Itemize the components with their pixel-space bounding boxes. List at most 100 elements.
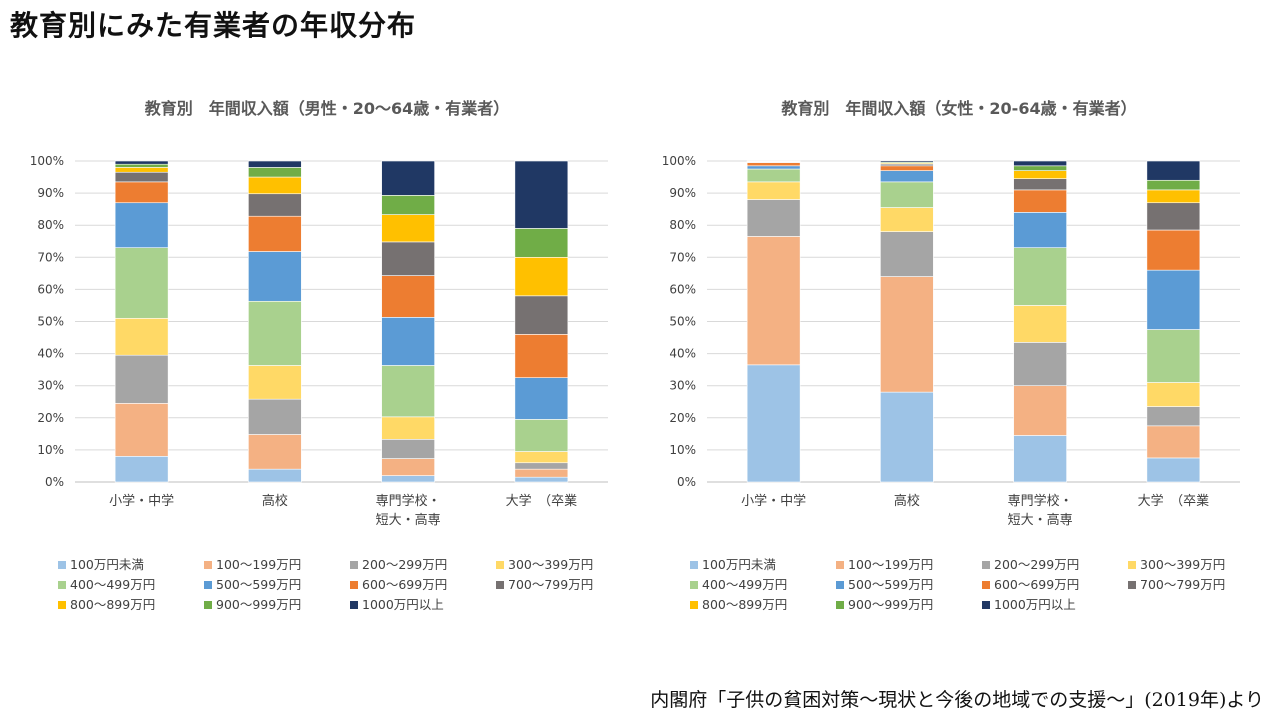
bar-segment xyxy=(1013,247,1067,306)
bar-segment xyxy=(514,451,569,464)
x-tick-label: 大学 （卒業 xyxy=(506,493,578,509)
bar-segment xyxy=(248,160,302,168)
bar-segment xyxy=(248,176,302,195)
x-tick-label: 小学・中学 xyxy=(741,493,806,509)
legend-label: 600～699万円 xyxy=(994,577,1079,592)
legend-label: 100～199万円 xyxy=(848,557,933,572)
y-tick-label: 0% xyxy=(677,475,696,489)
bar-segment xyxy=(1146,160,1201,181)
y-tick-label: 50% xyxy=(37,315,64,329)
source-note: 内閣府「子供の貧困対策～現状と今後の地域での支援～」(2019年)より xyxy=(650,689,1264,711)
bar-segment xyxy=(114,202,169,248)
legend-swatch xyxy=(204,601,212,609)
bar-segment xyxy=(248,434,302,470)
legend-label: 700～799万円 xyxy=(1140,577,1225,592)
y-tick-label: 50% xyxy=(669,315,696,329)
y-tick-label: 100% xyxy=(30,154,64,168)
bar-segment xyxy=(381,458,435,476)
bar-segment xyxy=(114,354,169,404)
bar-segment xyxy=(248,398,302,435)
bar-segment xyxy=(381,475,435,483)
bar-segment xyxy=(1146,179,1201,191)
legend-swatch xyxy=(982,601,990,609)
bar-segment xyxy=(1013,160,1067,167)
bar-segment xyxy=(1013,165,1067,171)
bar-segment xyxy=(514,256,569,297)
bar-segment xyxy=(381,317,435,366)
legend-label: 100万円未満 xyxy=(70,557,144,572)
page-title: 教育別にみた有業者の年収分布 xyxy=(10,9,417,42)
x-tick-label: 専門学校・短大・高専 xyxy=(1008,493,1073,528)
bar-segment xyxy=(381,439,435,459)
y-tick-label: 60% xyxy=(669,282,696,296)
bar-segment xyxy=(514,160,569,229)
legend-swatch xyxy=(690,561,698,569)
y-tick-label: 70% xyxy=(669,250,696,264)
bar-segment xyxy=(746,165,801,170)
bar-segment xyxy=(514,476,569,483)
y-tick-label: 100% xyxy=(662,154,696,168)
bar-segment xyxy=(514,334,569,378)
bar-segment xyxy=(880,181,934,208)
female-income-chart: 教育別 年間収入額（女性・20-64歳・有業者） 0% 10% 20% 30% 40% 50… xyxy=(662,99,1240,612)
bar-segment xyxy=(746,199,801,237)
bar-segment xyxy=(880,391,934,483)
bar-segment xyxy=(1146,329,1201,383)
bar-segment xyxy=(514,419,569,452)
bar-segment xyxy=(248,193,302,217)
y-tick-label: 40% xyxy=(669,347,696,361)
legend-swatch xyxy=(204,561,212,569)
legend-swatch xyxy=(496,561,504,569)
x-tick-label: 高校 xyxy=(262,493,288,509)
y-tick-label: 30% xyxy=(37,379,64,393)
bar-segment xyxy=(880,207,934,232)
bar-segment xyxy=(746,236,801,366)
bar-segment xyxy=(746,168,801,183)
bar-segment xyxy=(248,215,302,252)
legend-label: 200～299万円 xyxy=(362,557,447,572)
bar-segment xyxy=(1013,342,1067,386)
legend-label: 200～299万円 xyxy=(994,557,1079,572)
legend-label: 800～899万円 xyxy=(70,597,155,612)
y-tick-label: 30% xyxy=(669,379,696,393)
legend-label: 700～799万円 xyxy=(508,577,593,592)
bar-segment xyxy=(381,195,435,215)
bar-segment xyxy=(114,163,169,168)
bar-segment xyxy=(114,317,169,356)
bar-segment xyxy=(1146,202,1201,231)
bar-segment xyxy=(381,214,435,243)
bar-segment xyxy=(1146,457,1201,483)
bar-segment xyxy=(248,251,302,302)
bar-segment xyxy=(746,364,801,483)
bar-segment xyxy=(1146,269,1201,330)
legend-swatch xyxy=(982,581,990,589)
bar-segment xyxy=(114,171,169,183)
legend-label: 1000万円以上 xyxy=(994,597,1076,612)
legend-swatch xyxy=(1128,581,1136,589)
y-tick-label: 70% xyxy=(37,250,64,264)
legend-swatch xyxy=(982,561,990,569)
legend-swatch xyxy=(836,561,844,569)
x-tick-label: 大学 （卒業 xyxy=(1138,493,1210,509)
y-tick-label: 80% xyxy=(669,218,696,232)
bar-segment xyxy=(1146,425,1201,459)
legend-swatch xyxy=(204,581,212,589)
bar-segment xyxy=(1013,385,1067,436)
bar-segment xyxy=(114,456,169,483)
bar-segment xyxy=(1013,212,1067,248)
bar-segment xyxy=(114,167,169,173)
legend-swatch xyxy=(836,601,844,609)
legend-swatch xyxy=(1128,561,1136,569)
bar-segment xyxy=(880,231,934,277)
bar-segment xyxy=(1146,406,1201,427)
bar-segment xyxy=(114,160,169,165)
bar-segment xyxy=(248,167,302,178)
bar-segment xyxy=(381,365,435,418)
y-tick-label: 80% xyxy=(37,218,64,232)
bar-segment xyxy=(880,160,934,163)
bar-segment xyxy=(1013,170,1067,179)
bar-segment xyxy=(1013,305,1067,343)
bar-segment xyxy=(514,377,569,420)
bar-segment xyxy=(248,468,302,483)
legend-label: 100万円未満 xyxy=(702,557,776,572)
